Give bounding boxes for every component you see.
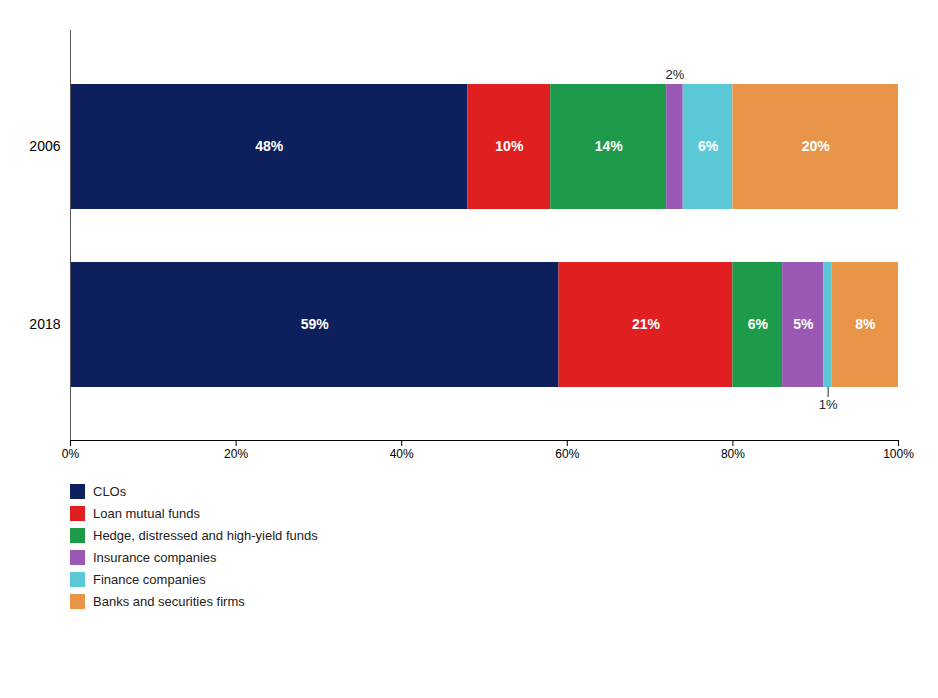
svg-text:100%: 100% — [883, 447, 914, 461]
svg-text:20%: 20% — [802, 138, 831, 154]
svg-text:10%: 10% — [495, 138, 524, 154]
svg-text:80%: 80% — [721, 447, 745, 461]
html-text:Insurance companies: Insurance companies — [93, 550, 217, 565]
svg-text:0%: 0% — [62, 447, 80, 461]
svg-text:1%: 1% — [819, 397, 838, 412]
svg-text:2006: 2006 — [29, 138, 60, 154]
html-text:CLOs: CLOs — [93, 484, 127, 499]
svg-text:21%: 21% — [632, 316, 661, 332]
svg-text:2%: 2% — [666, 67, 685, 82]
svg-text:6%: 6% — [748, 316, 769, 332]
html-text:Finance companies: Finance companies — [93, 572, 206, 587]
html-text:Hedge, distressed and high-yie: Hedge, distressed and high-yield funds — [93, 528, 318, 543]
svg-text:2018: 2018 — [29, 316, 60, 332]
svg-text:60%: 60% — [555, 447, 579, 461]
svg-text:48%: 48% — [255, 138, 284, 154]
svg-text:20%: 20% — [224, 447, 248, 461]
html-text:Loan mutual funds: Loan mutual funds — [93, 506, 200, 521]
svg-text:6%: 6% — [698, 138, 719, 154]
svg-text:59%: 59% — [301, 316, 330, 332]
svg-text:5%: 5% — [793, 316, 814, 332]
html-text:Banks and securities firms: Banks and securities firms — [93, 594, 245, 609]
svg-text:14%: 14% — [595, 138, 624, 154]
svg-text:40%: 40% — [390, 447, 414, 461]
svg-text:8%: 8% — [855, 316, 876, 332]
